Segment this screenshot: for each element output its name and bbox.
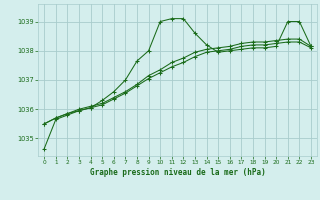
X-axis label: Graphe pression niveau de la mer (hPa): Graphe pression niveau de la mer (hPa) (90, 168, 266, 177)
